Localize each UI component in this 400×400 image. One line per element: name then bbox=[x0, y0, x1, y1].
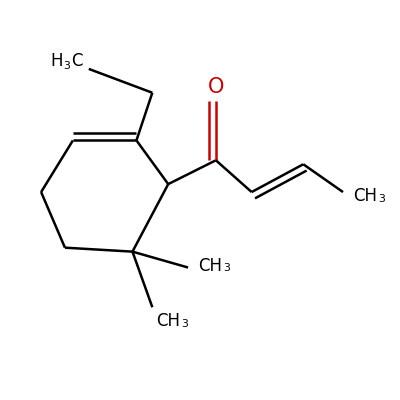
Text: 3: 3 bbox=[181, 319, 188, 329]
Text: 3: 3 bbox=[223, 263, 230, 273]
Text: C: C bbox=[71, 52, 83, 70]
Text: CH: CH bbox=[198, 256, 222, 274]
Text: 3: 3 bbox=[64, 61, 70, 71]
Text: CH: CH bbox=[353, 187, 377, 205]
Text: CH: CH bbox=[156, 312, 180, 330]
Text: O: O bbox=[208, 77, 224, 97]
Text: 3: 3 bbox=[378, 194, 385, 204]
Text: H: H bbox=[51, 52, 63, 70]
